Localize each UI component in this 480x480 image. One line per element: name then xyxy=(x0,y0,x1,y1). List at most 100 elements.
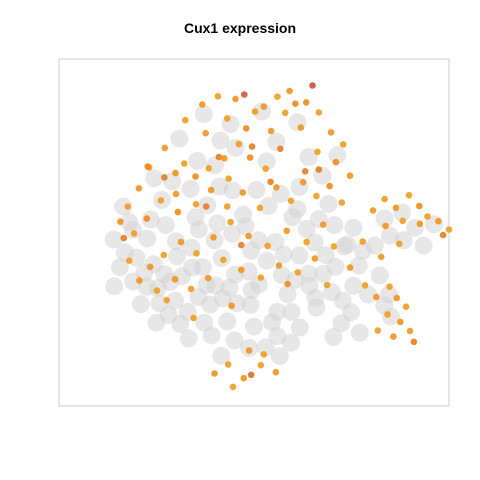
expressing-cell-point xyxy=(277,145,284,153)
non-expressing-cell-point xyxy=(394,231,413,250)
non-expressing-cell-point xyxy=(138,229,157,248)
non-expressing-cell-point xyxy=(225,331,244,350)
non-expressing-cell-point xyxy=(223,224,242,243)
non-expressing-cell-point xyxy=(305,233,324,252)
expressing-cells-layer xyxy=(117,82,453,391)
expressing-cell-point xyxy=(256,204,264,212)
expressing-cell-point xyxy=(221,155,228,162)
non-expressing-cell-point xyxy=(163,172,182,191)
expressing-cell-point xyxy=(135,185,143,192)
non-expressing-cell-point xyxy=(325,216,344,235)
non-expressing-cell-point xyxy=(241,295,260,314)
expressing-cell-point xyxy=(171,276,179,283)
non-expressing-cell-point xyxy=(245,317,263,336)
expressing-cell-point xyxy=(339,141,347,148)
expressing-cell-point xyxy=(346,172,354,179)
non-expressing-cell-point xyxy=(213,289,232,308)
expressing-cell-point xyxy=(181,160,188,167)
expressing-cell-point xyxy=(319,221,327,228)
non-expressing-cell-point xyxy=(167,232,185,251)
non-expressing-cells-layer xyxy=(104,102,443,366)
expressing-cell-point xyxy=(190,314,197,322)
expressing-cell-point xyxy=(292,100,299,107)
expressing-cell-point xyxy=(130,230,138,237)
expressing-cell-point xyxy=(215,153,223,161)
expressing-cell-point xyxy=(373,293,380,301)
expressing-cell-point xyxy=(235,140,243,148)
non-expressing-cell-point xyxy=(380,285,398,304)
expressing-cell-point xyxy=(144,163,151,170)
expressing-cell-point xyxy=(287,197,295,205)
non-expressing-cell-point xyxy=(242,281,261,300)
expressing-cell-point xyxy=(187,285,195,293)
expressing-cell-point xyxy=(117,218,124,225)
expressing-cell-point xyxy=(393,294,401,302)
expressing-cell-point xyxy=(313,192,320,200)
non-expressing-cell-point xyxy=(247,181,266,199)
non-expressing-cell-point xyxy=(210,177,229,196)
expressing-cell-point xyxy=(309,82,316,89)
non-expressing-cell-point xyxy=(324,328,343,346)
expressing-cell-point xyxy=(264,242,271,250)
non-expressing-cell-point xyxy=(239,262,258,281)
non-expressing-cell-point xyxy=(141,210,160,229)
expressing-cell-point xyxy=(377,253,385,261)
non-expressing-cell-point xyxy=(212,346,231,365)
expressing-cell-point xyxy=(227,218,234,226)
expressing-cell-point xyxy=(405,191,413,199)
expressing-cell-point xyxy=(136,277,143,284)
non-expressing-cell-point xyxy=(332,314,351,333)
expressing-cell-point xyxy=(275,262,283,269)
non-expressing-cell-point xyxy=(344,218,363,237)
non-expressing-cell-point xyxy=(350,323,369,342)
expressing-cell-point xyxy=(241,91,248,98)
non-expressing-cell-point xyxy=(249,231,268,250)
expressing-cell-point xyxy=(267,178,274,186)
non-expressing-cell-point xyxy=(186,208,205,227)
expressing-cell-point xyxy=(369,207,377,214)
expressing-cell-point xyxy=(211,370,218,377)
non-expressing-cell-point xyxy=(286,270,305,289)
expressing-cell-point xyxy=(332,158,340,166)
expressing-cell-point xyxy=(204,274,212,282)
expressing-cell-point xyxy=(257,361,265,369)
expressing-cell-point xyxy=(160,251,168,259)
expressing-cell-point xyxy=(205,165,212,172)
expressing-cell-point xyxy=(251,108,259,115)
expressing-cell-point xyxy=(153,287,161,294)
non-expressing-cell-point xyxy=(328,146,347,165)
non-expressing-cell-point xyxy=(257,152,276,171)
expressing-cell-point xyxy=(327,129,335,136)
expressing-cell-point xyxy=(161,144,169,152)
expressing-cell-point xyxy=(281,109,289,117)
expressing-cell-point xyxy=(257,274,265,281)
expressing-cell-point xyxy=(125,257,133,265)
expressing-cell-point xyxy=(382,222,389,230)
expressing-cell-point xyxy=(330,243,338,250)
non-expressing-cell-point xyxy=(270,347,289,366)
expressing-cell-point xyxy=(242,125,250,132)
non-expressing-cell-point xyxy=(188,151,207,170)
non-expressing-cell-point xyxy=(234,205,253,224)
expressing-cell-point xyxy=(274,93,281,100)
non-expressing-cell-point xyxy=(202,326,221,345)
non-expressing-cell-point xyxy=(272,266,291,284)
expressing-cell-point xyxy=(224,361,232,368)
non-expressing-cell-point xyxy=(131,295,150,314)
expressing-cell-point xyxy=(157,197,165,204)
non-expressing-cell-point xyxy=(307,298,326,317)
non-expressing-cell-point xyxy=(282,333,300,352)
expressing-cell-point xyxy=(286,87,293,95)
non-expressing-cell-point xyxy=(359,285,378,304)
non-expressing-cell-point xyxy=(208,214,227,233)
expressing-cell-point xyxy=(346,264,354,271)
expressing-cell-point xyxy=(416,220,424,228)
non-expressing-cell-point xyxy=(370,266,389,285)
non-expressing-cell-point xyxy=(156,216,175,235)
expressing-cell-point xyxy=(315,109,323,116)
expressing-cell-point xyxy=(374,327,382,334)
expressing-cell-point xyxy=(177,238,185,246)
expressing-cell-point xyxy=(390,333,397,340)
chart-title: Cux1 expression xyxy=(183,20,297,36)
expressing-cell-point xyxy=(267,127,275,135)
